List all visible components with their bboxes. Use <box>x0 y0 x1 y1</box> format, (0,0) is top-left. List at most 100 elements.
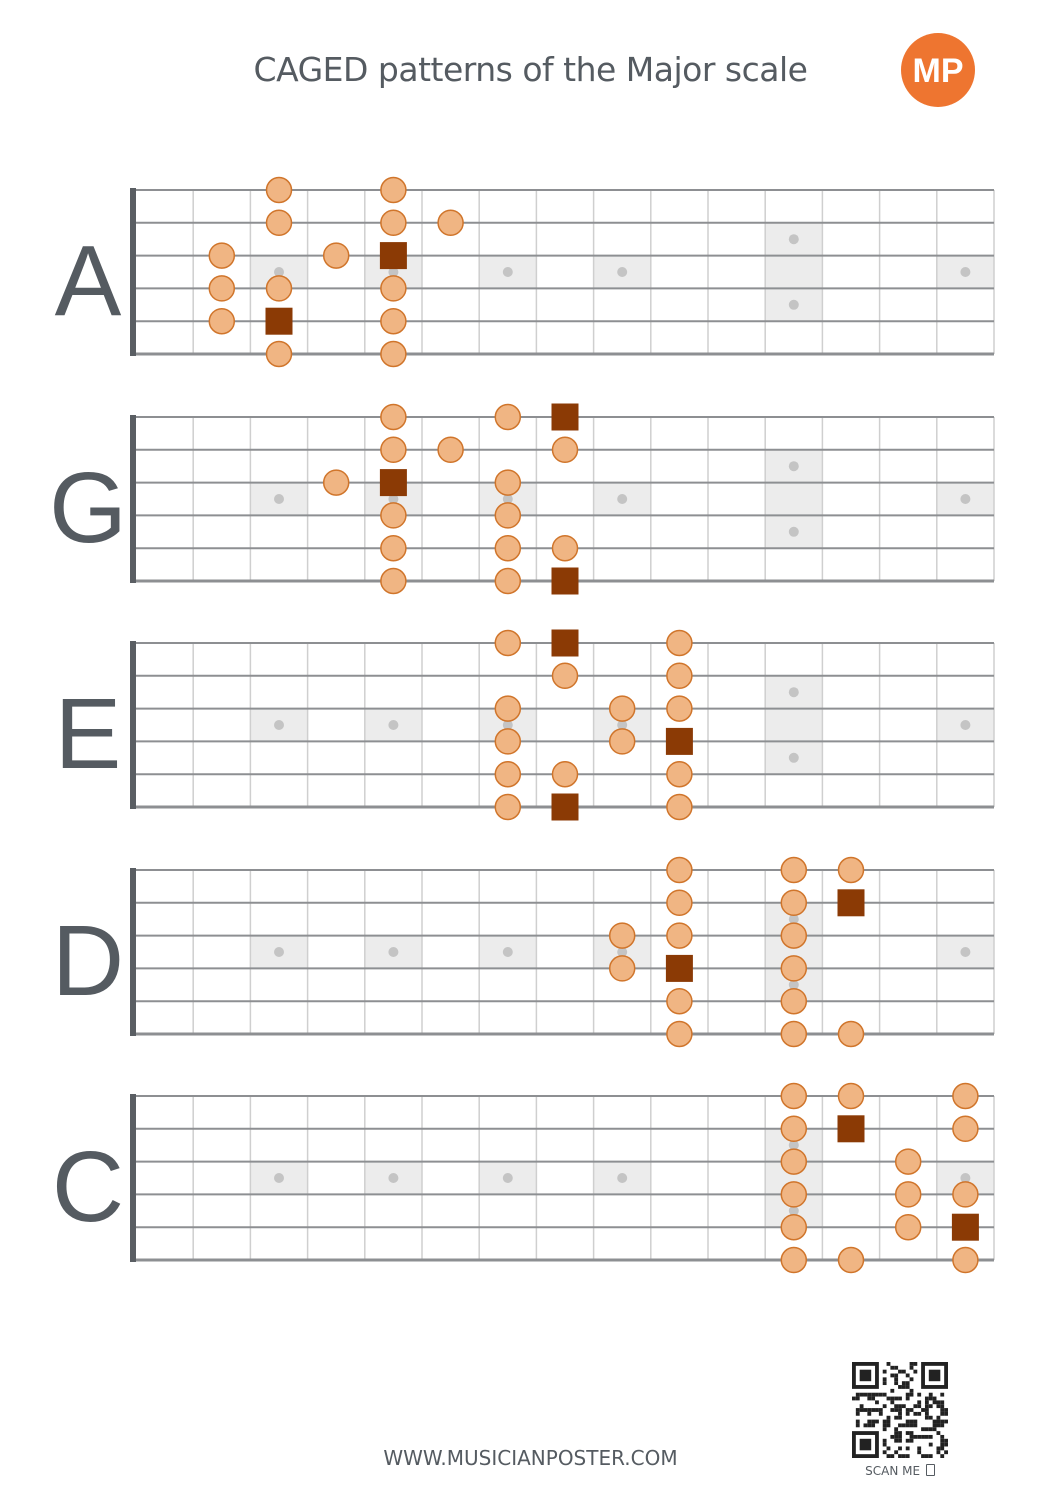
root-note <box>837 889 865 917</box>
scale-note <box>666 695 693 722</box>
fret-inlay-dot <box>788 526 799 537</box>
fret-inlay-dot <box>788 461 799 472</box>
fret-inlay-dot <box>617 720 628 730</box>
root-note <box>379 469 407 497</box>
website-url[interactable]: WWW.MUSICIANPOSTER.COM <box>383 1446 678 1470</box>
fret-inlay-dot <box>788 299 799 310</box>
fret-inlay-dot <box>617 1173 628 1183</box>
root-note <box>951 1213 979 1241</box>
scale-note <box>380 340 407 368</box>
pattern-label-c: C <box>52 1131 124 1243</box>
qr-code-icon[interactable] <box>852 1362 948 1458</box>
fret-inlay-dot <box>502 267 513 277</box>
fret-inlay-dot <box>502 494 513 504</box>
scale-note <box>208 307 236 335</box>
scale-note <box>666 629 693 657</box>
scale-note <box>780 987 808 1015</box>
fret-inlay-dot <box>274 494 284 504</box>
scale-note <box>837 856 865 884</box>
fret-inlay-dot <box>502 1173 513 1183</box>
scale-note <box>952 1115 979 1143</box>
scale-note <box>780 889 808 917</box>
root-note <box>551 629 579 657</box>
scale-note <box>380 209 407 237</box>
fret-inlay-dot <box>617 494 628 504</box>
scale-note <box>551 436 579 464</box>
scale-note <box>837 1246 865 1274</box>
scale-note <box>494 793 522 821</box>
fret-inlay-dot <box>788 752 799 763</box>
scale-note <box>208 242 236 269</box>
scale-note <box>322 469 350 496</box>
fret-inlay-dot <box>960 1173 971 1183</box>
scale-note <box>608 728 636 755</box>
fret-inlay-dot <box>502 947 513 957</box>
fret-inlay-dot <box>274 267 284 277</box>
scan-me-label: SCAN ME <box>846 1464 954 1478</box>
pattern-label-a: A <box>55 225 122 337</box>
scale-note <box>380 502 407 529</box>
scale-note <box>780 1115 808 1143</box>
scale-note <box>780 955 808 982</box>
scale-note <box>894 1148 922 1175</box>
caged-diagram: A G E D C <box>49 176 995 1274</box>
fret-inlay-dot <box>388 720 399 730</box>
fret-inlay-dot <box>617 947 628 957</box>
scale-note <box>380 307 407 335</box>
scale-note <box>494 567 522 595</box>
scale-note <box>894 1181 922 1208</box>
phone-icon <box>925 1464 935 1476</box>
svg-text:MP: MP <box>913 52 964 90</box>
fret-inlay-dot <box>960 720 971 730</box>
scale-note <box>494 502 522 529</box>
fret-inlay-dot <box>617 267 628 277</box>
fret-inlay-dot <box>788 687 799 698</box>
root-note <box>837 1115 865 1143</box>
fret-inlay-dot <box>960 267 971 277</box>
scale-note <box>780 856 808 884</box>
musicianposter-logo: MP <box>901 33 975 107</box>
scale-note <box>322 242 350 269</box>
fret-inlay-dot <box>502 720 513 730</box>
scale-note <box>494 403 522 431</box>
scale-note <box>666 922 693 949</box>
nut <box>130 868 136 1036</box>
scale-note <box>780 1020 808 1048</box>
pattern-label-e: E <box>55 678 122 790</box>
scale-note <box>494 469 522 496</box>
scale-note <box>265 176 293 204</box>
scale-note <box>380 534 407 562</box>
page-title: CAGED patterns of the Major scale <box>253 50 808 89</box>
scale-note <box>608 695 636 722</box>
root-note <box>665 954 693 982</box>
pattern-label-g: G <box>49 452 127 564</box>
scale-note <box>380 436 407 464</box>
fret-inlay-dot <box>788 1205 799 1216</box>
root-note <box>551 403 579 431</box>
fret-inlay-dot <box>788 979 799 990</box>
scale-note <box>494 534 522 562</box>
fret-inlay-dot <box>788 1140 799 1151</box>
scale-note <box>780 1181 808 1208</box>
scale-note <box>608 955 636 982</box>
nut <box>130 641 136 809</box>
nut <box>130 415 136 583</box>
fret-inlay-dot <box>274 947 284 957</box>
scale-note <box>780 1148 808 1175</box>
scale-note <box>494 629 522 657</box>
scale-note <box>265 275 293 302</box>
fret-inlay-dot <box>960 494 971 504</box>
fret-inlay-dot <box>788 234 799 245</box>
scale-note <box>551 662 579 690</box>
fret-inlay-dot <box>388 267 399 277</box>
scale-note <box>780 1246 808 1274</box>
scale-note <box>952 1246 979 1274</box>
scale-note <box>494 760 522 788</box>
fret-inlay-dot <box>274 720 284 730</box>
scale-note <box>666 987 693 1015</box>
scale-note <box>494 728 522 755</box>
scale-note <box>265 209 293 237</box>
scale-note <box>608 922 636 949</box>
scale-note <box>952 1082 979 1110</box>
scale-note <box>380 567 407 595</box>
